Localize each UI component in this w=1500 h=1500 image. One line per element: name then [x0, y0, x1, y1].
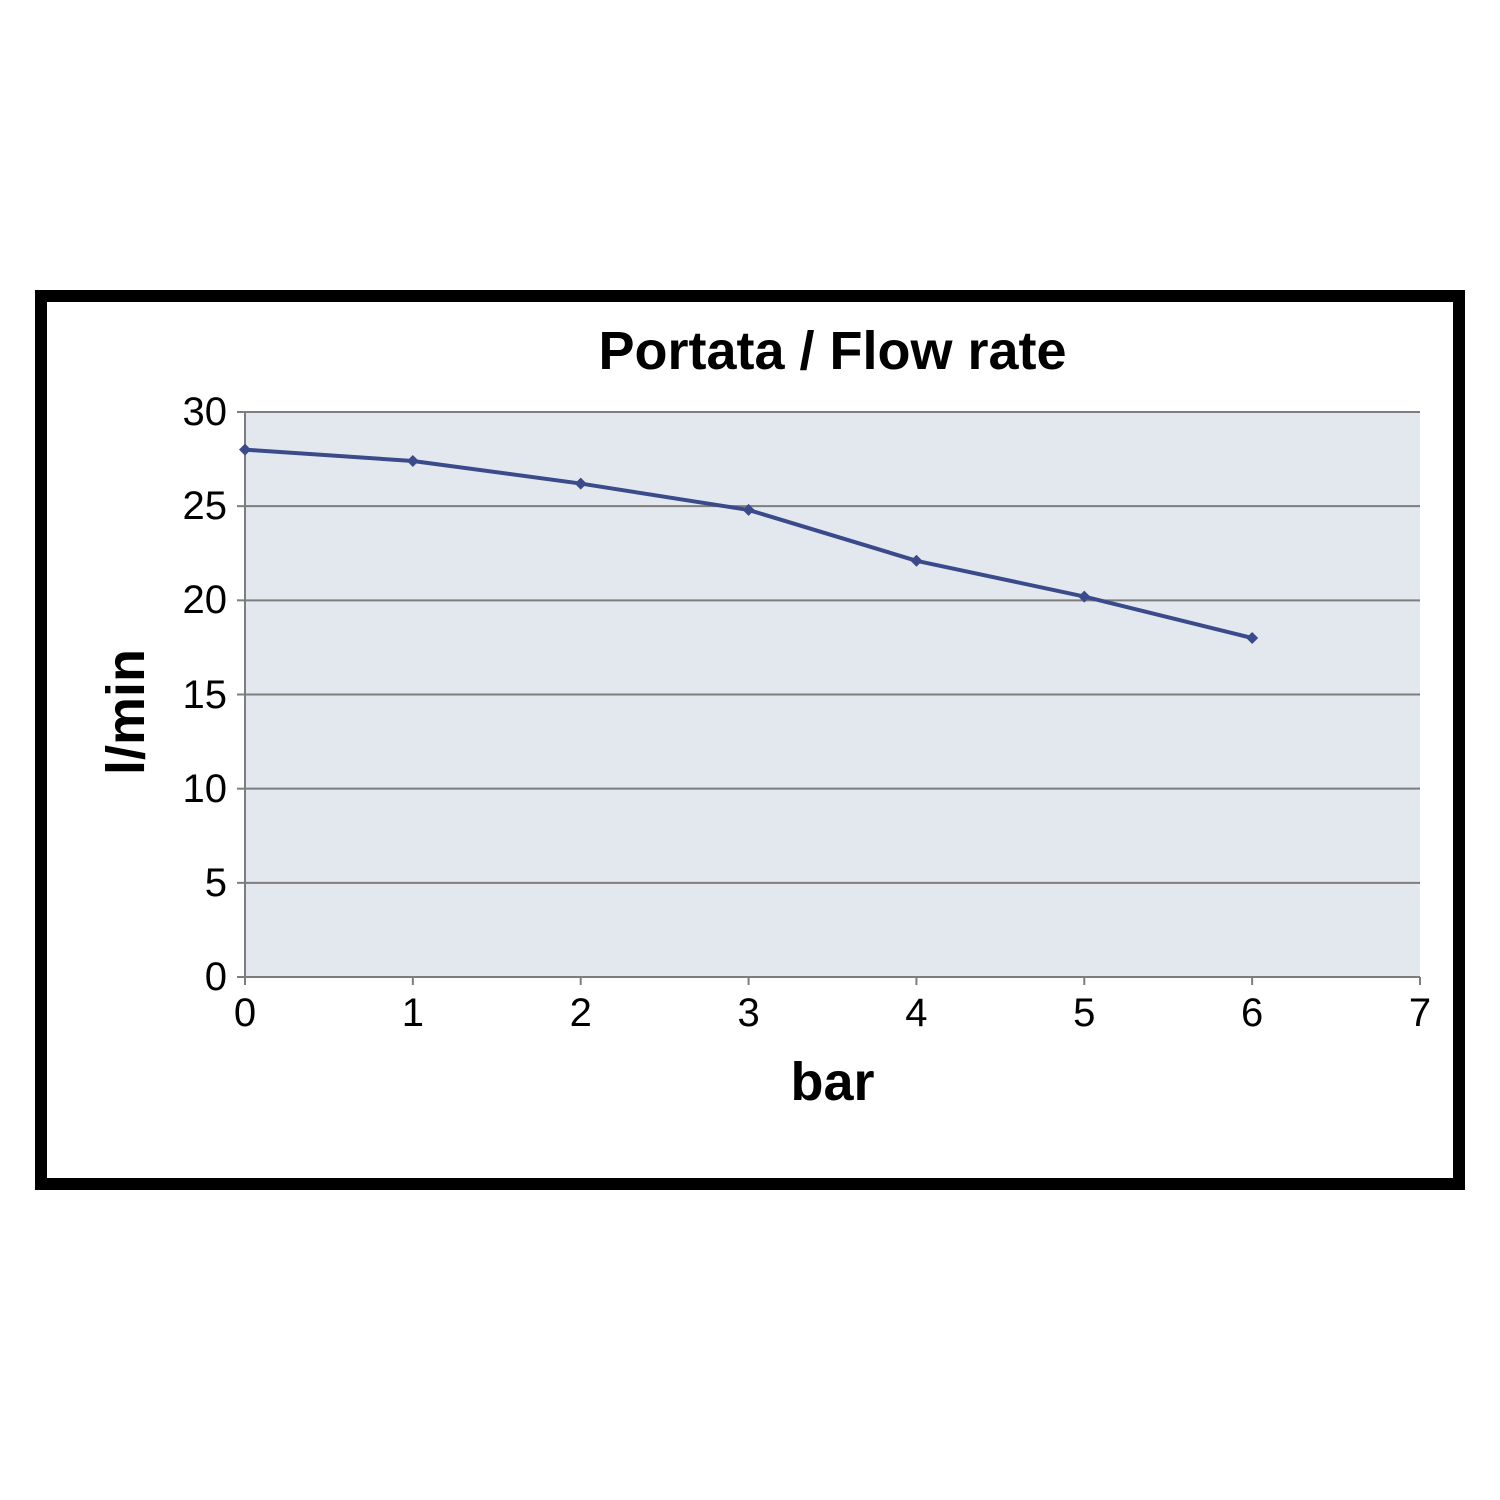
chart-svg [245, 412, 1420, 977]
y-axis-label: l/min [95, 648, 157, 774]
y-tick-label: 30 [183, 390, 228, 435]
x-axis-label: bar [245, 1051, 1420, 1113]
x-tick-label: 0 [215, 991, 275, 1036]
y-tick-label: 5 [205, 861, 227, 906]
x-tick-label: 5 [1054, 991, 1114, 1036]
y-tick-label: 15 [183, 673, 228, 718]
x-tick-label: 4 [886, 991, 946, 1036]
y-tick-label: 20 [183, 578, 228, 623]
x-tick-label: 3 [719, 991, 779, 1036]
y-tick-label: 10 [183, 767, 228, 812]
x-tick-label: 2 [551, 991, 611, 1036]
x-tick-label: 1 [383, 991, 443, 1036]
chart-title: Portata / Flow rate [245, 320, 1420, 382]
x-tick-label: 6 [1222, 991, 1282, 1036]
plot-area [245, 412, 1420, 977]
y-tick-label: 25 [183, 484, 228, 529]
x-tick-label: 7 [1390, 991, 1450, 1036]
page: Portata / Flow rate l/min bar 0510152025… [0, 0, 1500, 1500]
